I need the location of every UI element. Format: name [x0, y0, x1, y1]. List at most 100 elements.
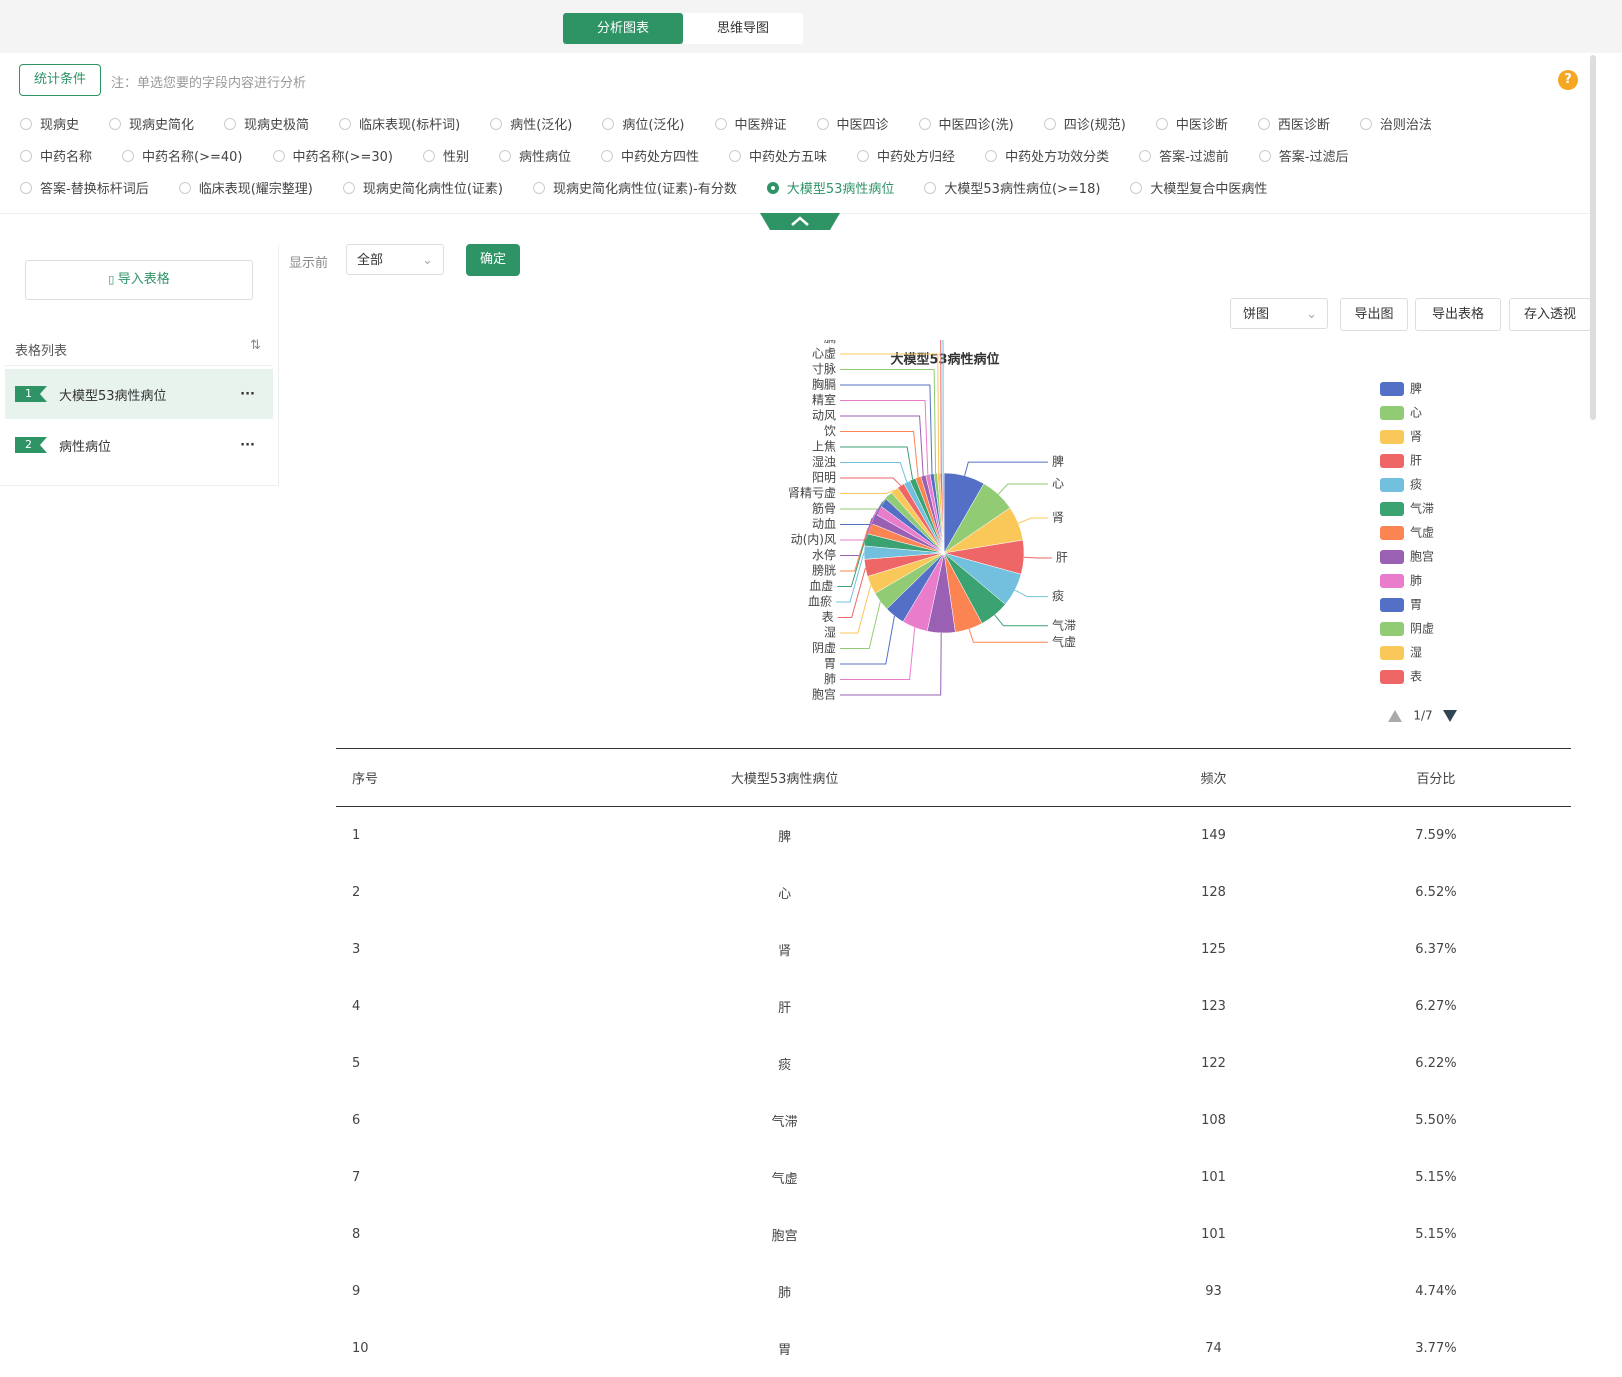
radio-dot	[339, 117, 352, 130]
table-item[interactable]: 1 大模型53病性病位 ···	[5, 369, 273, 419]
pie-slice	[942, 472, 945, 554]
action-button[interactable]: 导出图	[1340, 298, 1408, 331]
radio-option[interactable]: 现病史	[20, 114, 79, 133]
radio-option[interactable]: 现病史简化病性位(证素)	[342, 178, 503, 197]
table-cell: 3.77%	[1415, 1341, 1457, 1356]
radio-label: 四诊(规范)	[1063, 118, 1126, 133]
radio-option[interactable]: 临床表现(耀宗整理)	[178, 178, 313, 197]
legend-label: 肝	[1410, 454, 1422, 468]
label-line	[837, 539, 866, 587]
show-select[interactable]: 全部 ⌄	[346, 244, 444, 275]
label-line	[840, 489, 895, 494]
table-cell: 脾	[778, 830, 792, 845]
tab[interactable]: 分析图表	[563, 13, 683, 44]
radio-label: 答案-过滤后	[1278, 150, 1349, 165]
table-row: 3 肾 125 6.37%	[336, 921, 1571, 978]
radio-option[interactable]: 病性病位	[499, 146, 571, 165]
radio-dot	[1139, 149, 1152, 162]
radio-option[interactable]: 性别	[422, 146, 469, 165]
radio-option[interactable]: 大模型53病性病位(>=18)	[924, 178, 1100, 197]
radio-option[interactable]: 中药名称(>=30)	[272, 146, 393, 165]
radio-option[interactable]: 中药处方归经	[857, 146, 955, 165]
radio-dot	[20, 149, 32, 162]
radio-label: 中医辨证	[734, 118, 787, 133]
stat-button[interactable]: 统计条件	[19, 64, 101, 96]
radio-label: 大模型53病性病位	[786, 182, 895, 197]
radio-option[interactable]: 临床表现(标杆词)	[339, 114, 460, 133]
chart-type: 饼图	[1243, 307, 1270, 322]
radio-option[interactable]: 中医四诊	[816, 114, 889, 133]
legend-label: 阴虚	[1410, 622, 1434, 636]
radio-option[interactable]: 答案-过滤前	[1139, 146, 1229, 165]
confirm-button[interactable]: 确定	[466, 244, 520, 276]
table-cell: 93	[1205, 1284, 1222, 1299]
slice-label: 血瘀	[808, 594, 832, 609]
radio-option[interactable]: 大模型复合中医病性	[1130, 178, 1267, 197]
action-button[interactable]: 存入透视	[1509, 298, 1591, 331]
slice-label: 心虚	[812, 347, 836, 361]
radio-option[interactable]: 现病史极简	[224, 114, 309, 133]
radio-option[interactable]: 治则治法	[1359, 114, 1432, 133]
table-item[interactable]: 2 病性病位 ···	[5, 420, 273, 470]
radio-option[interactable]: 中医诊断	[1155, 114, 1228, 133]
label-line	[997, 483, 1048, 495]
radio-option[interactable]: 答案-替换标杆词后	[20, 178, 149, 197]
radio-option[interactable]: 中药处方五味	[729, 146, 827, 165]
table-cell: 痰	[778, 1058, 792, 1073]
header-cell: 大模型53病性病位	[443, 748, 1127, 807]
header-cell: 频次	[1126, 748, 1301, 807]
radio-option[interactable]: 中药名称	[20, 146, 92, 165]
legend-swatch	[1380, 526, 1404, 540]
slice-label: 阳明	[812, 471, 836, 485]
radio-dot	[224, 117, 237, 130]
table-cell: 4.74%	[1415, 1284, 1457, 1299]
table-cell: 8	[352, 1227, 361, 1242]
action-button[interactable]: 导出表格	[1415, 298, 1501, 331]
table-cell: 6.27%	[1415, 999, 1457, 1014]
radio-option[interactable]: 中药名称(>=40)	[122, 146, 243, 165]
legend-swatch	[1380, 454, 1404, 468]
label-line	[840, 431, 919, 478]
label-line	[840, 527, 869, 572]
radio-option[interactable]: 四诊(规范)	[1043, 114, 1126, 133]
help-icon[interactable]: ?	[1558, 70, 1578, 90]
collapse-toggle[interactable]	[760, 213, 840, 230]
chart-type-select[interactable]: 饼图 ⌄	[1230, 298, 1328, 329]
legend-label: 胃	[1410, 598, 1422, 612]
radio-option[interactable]: 答案-过滤后	[1258, 146, 1349, 165]
radio-dot	[1155, 117, 1168, 130]
slice-label: 湿	[824, 625, 836, 640]
legend-prev[interactable]	[1388, 710, 1402, 722]
tab[interactable]: 思维导图	[683, 13, 803, 44]
label-line	[840, 400, 929, 475]
radio-label: 病性病位	[519, 150, 572, 165]
radio-option[interactable]: 病性(泛化)	[490, 114, 572, 133]
label-line	[840, 584, 872, 634]
sort-icon[interactable]: ⇅	[250, 338, 261, 353]
radio-option[interactable]: 西医诊断	[1257, 114, 1330, 133]
label-line	[940, 340, 942, 474]
legend-swatch	[1380, 622, 1404, 636]
option-row: 答案-替换标杆词后 临床表现(耀宗整理) 现病史简化病性位(证素) 现病史简化病性位(…	[20, 178, 1267, 197]
radio-option[interactable]: 大模型53病性病位	[766, 178, 895, 197]
radio-label: 中药名称(>=30)	[292, 150, 393, 165]
radio-label: 中药名称(>=40)	[142, 150, 243, 165]
radio-label: 中医四诊(洗)	[938, 118, 1014, 133]
radio-label: 治则治法	[1379, 118, 1432, 133]
scrollbar	[1590, 55, 1596, 420]
slice-label: 上焦	[812, 440, 836, 454]
radio-dot	[729, 149, 742, 162]
radio-label: 中药处方归经	[877, 150, 956, 165]
radio-option[interactable]: 现病史简化	[109, 114, 194, 133]
legend-next[interactable]	[1443, 710, 1457, 722]
slice-label: 膀胱	[812, 563, 836, 578]
radio-option[interactable]: 中药处方功效分类	[985, 146, 1109, 165]
import-button[interactable]: ▯ 导入表格	[25, 260, 253, 300]
radio-option[interactable]: 病位(泛化)	[602, 114, 685, 133]
label-line	[840, 353, 940, 474]
legend-label: 脾	[1410, 381, 1422, 396]
radio-option[interactable]: 中医四诊(洗)	[918, 114, 1014, 133]
radio-option[interactable]: 中药处方四性	[601, 146, 699, 165]
radio-option[interactable]: 中医辨证	[714, 114, 787, 133]
radio-option[interactable]: 现病史简化病性位(证素)-有分数	[533, 178, 737, 197]
